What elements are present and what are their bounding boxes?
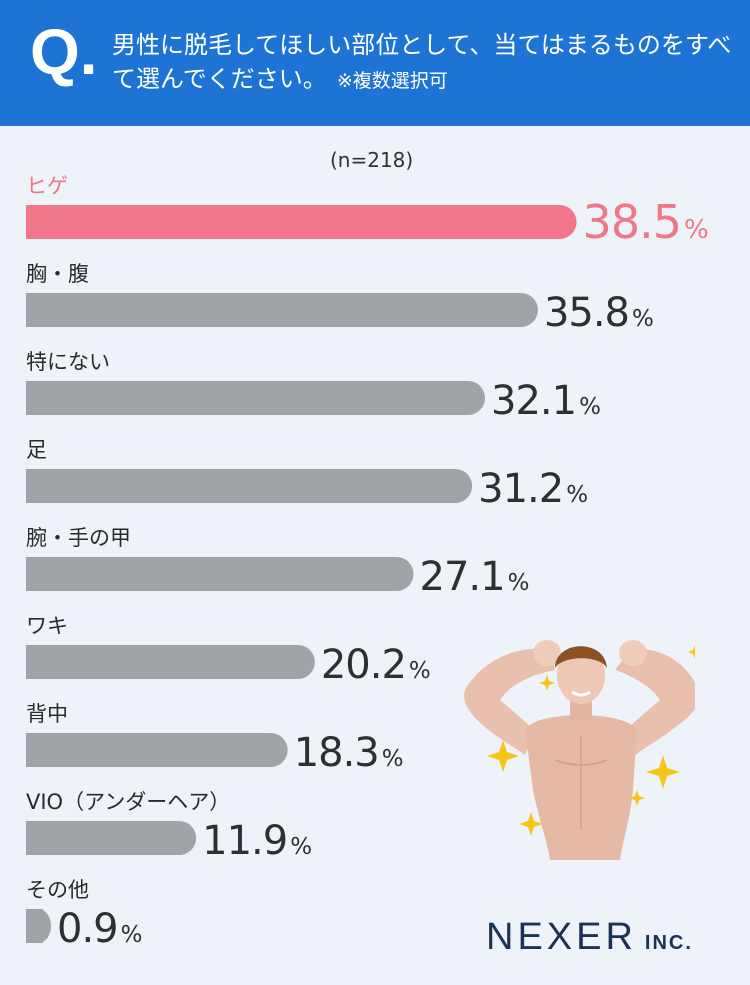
category-label: ヒゲ <box>26 174 68 198</box>
bar <box>26 645 315 679</box>
question-body: 男性に脱毛してほしい部位として、当てはまるものをすべて選んでください。 <box>112 31 732 93</box>
bar <box>26 821 197 855</box>
bar <box>26 205 577 239</box>
bar <box>26 557 414 591</box>
sample-size: (n=218) <box>330 148 414 172</box>
question-note: ※複数選択可 <box>336 70 448 92</box>
bar <box>26 733 288 767</box>
category-label: ワキ <box>26 614 68 638</box>
man-flexing-illustration <box>464 640 695 860</box>
bar-left-edge <box>26 909 43 943</box>
bar-left-edge <box>26 293 43 327</box>
category-label: 特にない <box>26 350 110 374</box>
question-text: 男性に脱毛してほしい部位として、当てはまるものをすべて選んでください。 ※複数選択… <box>112 28 732 98</box>
bar-left-edge <box>26 645 43 679</box>
nexer-logo: NEXER INC. <box>486 916 693 959</box>
category-label: 胸・腹 <box>26 262 89 286</box>
bar-left-edge <box>26 733 43 767</box>
value-label: 35.8% <box>544 290 654 336</box>
logo-name: NEXER <box>486 916 637 958</box>
bar-left-edge <box>26 821 43 855</box>
value-label: 18.3% <box>294 730 404 776</box>
bar <box>26 293 538 327</box>
value-label: 38.5% <box>583 195 709 249</box>
bar-left-edge <box>26 469 43 503</box>
logo-suffix: INC. <box>644 932 693 954</box>
value-label: 27.1% <box>420 554 530 600</box>
bar-left-edge <box>26 381 43 415</box>
value-label: 0.9% <box>57 906 142 952</box>
bar-left-edge <box>26 557 43 591</box>
category-label: 足 <box>26 438 47 462</box>
bar <box>26 469 473 503</box>
value-label: 32.1% <box>491 378 601 424</box>
bar-left-edge <box>26 205 43 239</box>
category-label: その他 <box>26 878 89 902</box>
category-label: 腕・手の甲 <box>26 526 131 550</box>
category-label: 背中 <box>26 702 68 726</box>
question-header: Q. 男性に脱毛してほしい部位として、当てはまるものをすべて選んでください。 ※複… <box>0 0 750 126</box>
value-label: 20.2% <box>321 642 431 688</box>
question-mark: Q. <box>30 16 98 88</box>
value-label: 11.9% <box>202 818 312 864</box>
category-label: VIO（アンダーヘア） <box>26 790 230 814</box>
value-label: 31.2% <box>478 466 588 512</box>
bar <box>26 381 486 415</box>
